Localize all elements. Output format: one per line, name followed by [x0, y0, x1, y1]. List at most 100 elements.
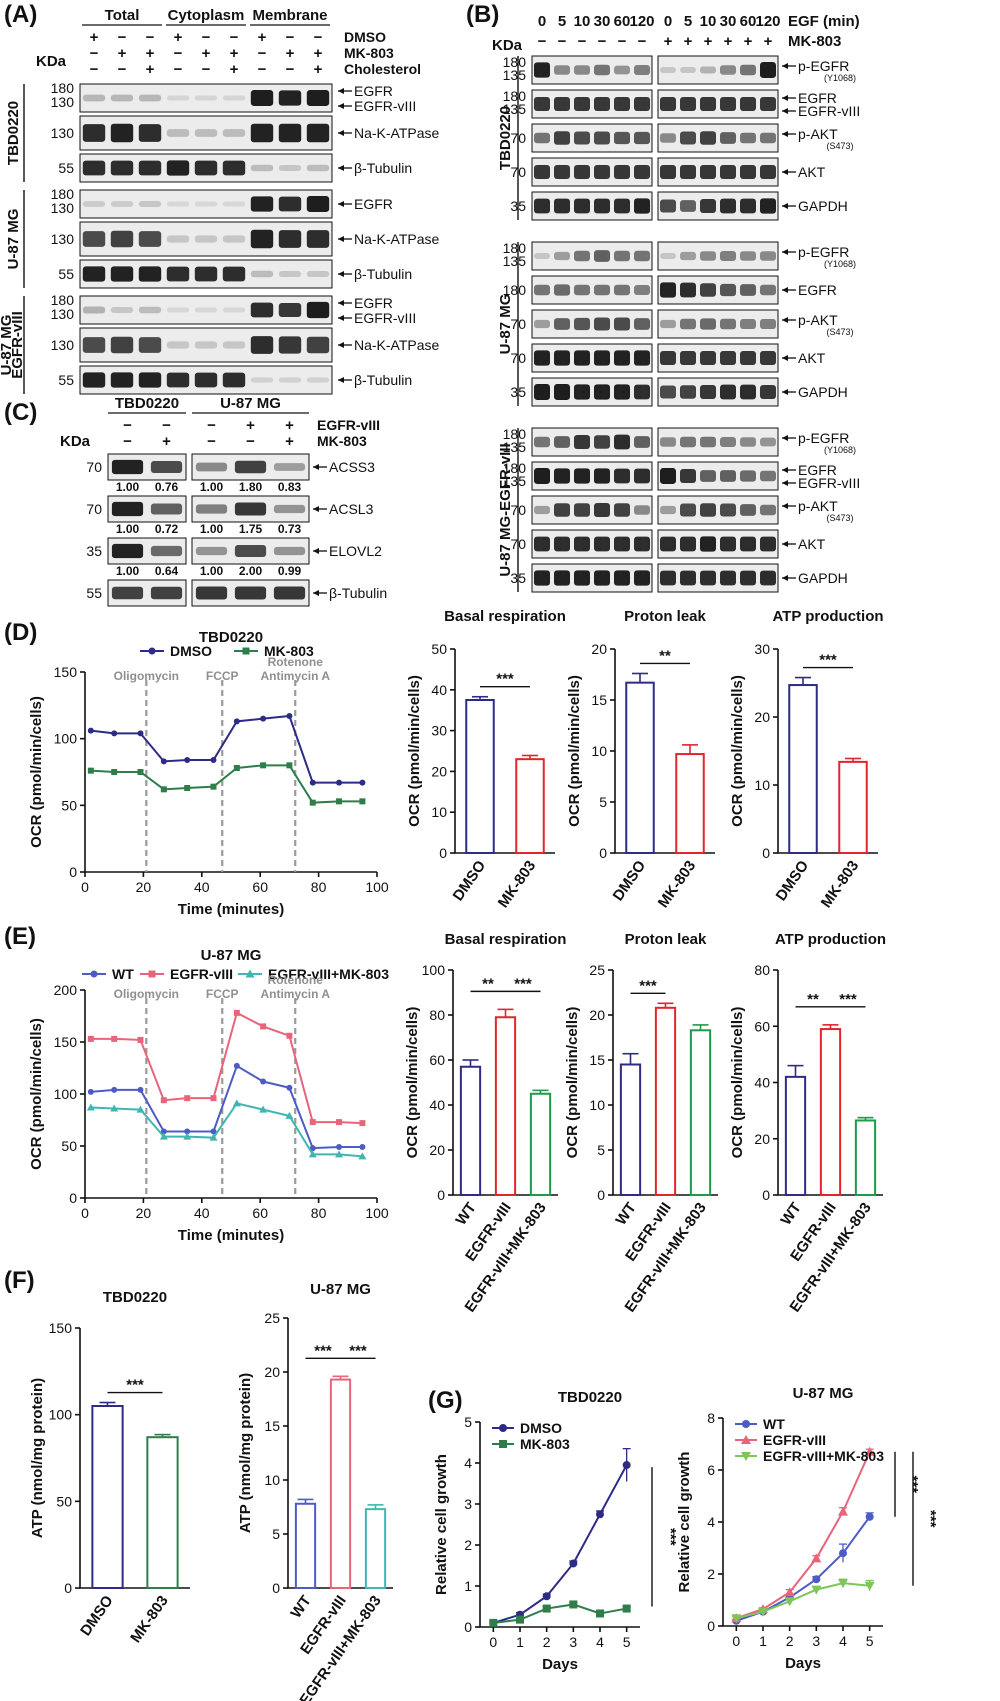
mw-label: 180: [51, 80, 75, 96]
blot-band: [138, 201, 162, 207]
mw-label: 130: [51, 200, 75, 216]
blot-band: [760, 384, 776, 400]
blot-band: [574, 131, 590, 145]
blot-band: [760, 350, 776, 366]
significance-stars: ***: [839, 991, 857, 1008]
bar: [91, 1405, 124, 1589]
blot-band: [534, 350, 550, 366]
blot-band: [660, 253, 676, 259]
blot-frame: [531, 241, 653, 271]
y-tick-label: 30: [754, 641, 770, 657]
y-tick-label: 40: [754, 1075, 770, 1091]
quant-value: 0.83: [278, 480, 302, 494]
chart-title: U-87 MG: [201, 947, 262, 964]
sign: +: [314, 45, 323, 62]
blot-band: [554, 350, 570, 366]
blot-band: [534, 198, 550, 214]
arrow-head: [338, 165, 344, 171]
blot-band: [760, 504, 776, 516]
y-tick-label: 5: [464, 1414, 472, 1430]
blot-band: [166, 307, 190, 313]
y-tick-label: 0: [762, 845, 770, 861]
blot-band: [150, 586, 183, 600]
band-label: AKT: [798, 350, 826, 366]
blot-frame: [657, 191, 779, 221]
blot-frame: [657, 89, 779, 119]
blot-band: [680, 350, 696, 366]
data-point: [233, 718, 240, 725]
blot-band: [614, 350, 630, 366]
blot-band: [138, 306, 162, 314]
time-label: 120: [755, 13, 780, 30]
blot-band: [82, 231, 106, 247]
mw-label: 55: [58, 266, 74, 282]
blot-band: [278, 165, 302, 171]
mk-label: MK-803: [788, 33, 841, 50]
sign: +: [162, 433, 171, 450]
x-tick-label: 0: [489, 1634, 497, 1650]
blot-band: [760, 437, 776, 447]
arrow-head: [338, 103, 344, 109]
blot-band: [306, 377, 330, 383]
blot-band: [574, 198, 590, 214]
arrow-head: [782, 435, 788, 441]
significance-stars: **: [659, 647, 671, 664]
x-tick-label: 2: [786, 1633, 794, 1649]
blot-band: [574, 65, 590, 75]
blot-band: [534, 96, 550, 112]
data-point: [839, 1549, 847, 1558]
data-point: [622, 1604, 631, 1613]
mw-label: 180: [503, 282, 527, 298]
band-label: Na-K-ATPase: [354, 231, 440, 247]
bar: [515, 758, 545, 854]
blot-band: [740, 284, 756, 296]
blot-band: [720, 437, 736, 447]
panel-letter: (B): [466, 1, 499, 28]
blot-band: [594, 96, 610, 112]
y-tick-label: 8: [707, 1410, 715, 1426]
band-label: EGFR: [798, 462, 837, 478]
axis-line: [452, 970, 558, 1196]
x-category-label: MK-803: [818, 858, 863, 911]
band-site-label: (S473): [826, 327, 853, 337]
y-tick-label: 5: [599, 794, 607, 810]
data-point: [210, 783, 217, 790]
x-tick-label: 3: [812, 1633, 820, 1649]
chart-title: ATP production: [775, 931, 886, 948]
blot-band: [720, 503, 736, 517]
blot-band: [554, 284, 570, 296]
panel-letter: (A): [4, 1, 37, 28]
y-tick-label: 20: [591, 641, 607, 657]
sign: −: [246, 433, 255, 450]
band-label: EGFR: [798, 90, 837, 106]
y-axis-label: OCR (pmol/min/cells): [729, 1007, 746, 1159]
blot-band: [700, 470, 716, 482]
arrow-head: [782, 249, 788, 255]
data-point: [596, 1609, 604, 1618]
data-point: [148, 647, 156, 655]
blot-band: [634, 131, 650, 145]
blot-band: [634, 285, 650, 295]
sign: +: [704, 33, 713, 50]
legend-label: EGFR-vIII: [763, 1432, 826, 1448]
blot-band: [634, 65, 650, 75]
time-label: 120: [629, 13, 654, 30]
blot-frame: [657, 343, 779, 373]
blot-band: [574, 434, 590, 450]
blot-band: [222, 235, 246, 243]
blot-frame: [657, 529, 779, 559]
bar: [788, 684, 818, 854]
cell-line-label: TBD0220: [5, 101, 22, 165]
kda-label: KDa: [492, 37, 523, 54]
blot-band: [660, 468, 676, 484]
blot-band: [660, 570, 676, 586]
blot-band: [222, 372, 246, 388]
band-label: p-AKT: [798, 126, 838, 142]
fraction-label: Membrane: [252, 7, 327, 24]
data-point: [86, 1103, 95, 1111]
blot-band: [720, 318, 736, 330]
data-point: [596, 1510, 604, 1519]
blot-band: [614, 284, 630, 296]
